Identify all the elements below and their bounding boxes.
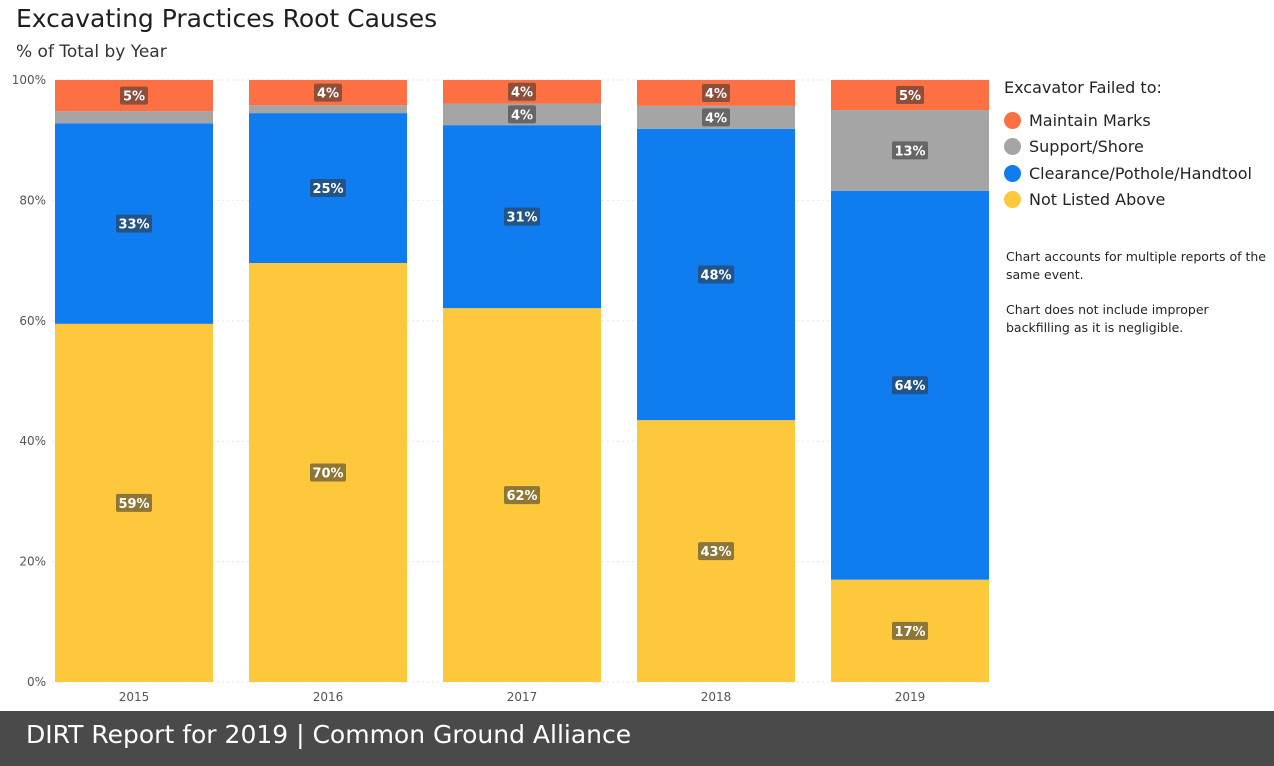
legend-swatch	[1004, 191, 1021, 209]
legend-label: Not Listed Above	[1029, 190, 1166, 210]
chart-title: Excavating Practices Root Causes	[16, 4, 438, 33]
data-label-bg	[504, 207, 540, 226]
data-label-bg	[702, 83, 730, 102]
y-tick-label: 40%	[19, 434, 46, 448]
legend-item[interactable]: Not Listed Above	[1004, 187, 1272, 214]
footer-text: DIRT Report for 2019 | Common Ground All…	[26, 720, 632, 749]
data-label-bg	[698, 542, 734, 561]
note-multiple-reports: Chart accounts for multiple reports of t…	[1006, 249, 1266, 282]
data-label-bg	[508, 105, 536, 124]
legend-item[interactable]: Support/Shore	[1004, 134, 1272, 161]
data-label: 33%	[118, 218, 149, 233]
data-label: 31%	[506, 211, 537, 226]
legend-title: Excavator Failed to:	[1004, 78, 1162, 97]
x-tick-label: 2016	[313, 690, 344, 704]
data-label-bg	[892, 141, 928, 160]
y-tick-label: 100%	[12, 73, 46, 87]
data-label-bg	[896, 86, 924, 105]
legend-label: Support/Shore	[1029, 137, 1144, 157]
data-label: 48%	[700, 268, 731, 283]
legend-swatch	[1004, 164, 1021, 182]
legend-swatch	[1004, 138, 1021, 156]
data-label: 4%	[705, 111, 727, 126]
x-tick-label: 2015	[119, 690, 150, 704]
chart-subtitle: % of Total by Year	[16, 42, 167, 62]
legend-label: Maintain Marks	[1029, 110, 1151, 130]
stacked-bar-chart: 0% 20% 40% 60% 80% 100% 2015 2016 2017 2018 2019 59…	[12, 73, 992, 704]
data-label-bg	[892, 376, 928, 395]
legend-swatch	[1004, 111, 1021, 129]
data-label: 4%	[317, 87, 339, 102]
data-label-bg	[892, 621, 928, 640]
data-label-bg	[314, 83, 342, 102]
y-tick-label: 20%	[19, 555, 46, 569]
data-label-bg	[310, 179, 346, 198]
legend-item[interactable]: Maintain Marks	[1004, 107, 1272, 134]
y-tick-label: 80%	[19, 193, 46, 207]
data-label: 62%	[506, 489, 537, 504]
bar-segment[interactable]	[249, 105, 407, 114]
data-label: 25%	[312, 182, 343, 197]
data-label-bg	[116, 214, 152, 233]
data-label-bg	[120, 86, 148, 105]
legend-items: Maintain Marks Support/Shore Clearance/Pot…	[1004, 107, 1272, 213]
bar-segment[interactable]	[55, 111, 213, 124]
data-label: 5%	[899, 89, 921, 104]
data-label: 4%	[511, 86, 533, 101]
x-tick-label: 2019	[895, 690, 926, 704]
y-tick-label: 0%	[27, 675, 46, 689]
x-tick-label: 2018	[701, 690, 732, 704]
y-tick-label: 60%	[19, 314, 46, 328]
footer-bar: DIRT Report for 2019 | Common Ground All…	[0, 711, 1274, 766]
data-label-bg	[504, 486, 540, 505]
data-label: 13%	[894, 144, 925, 159]
legend-label: Clearance/Pothole/Handtool	[1029, 163, 1252, 183]
data-label-bg	[698, 265, 734, 284]
data-label: 17%	[894, 625, 925, 640]
data-label: 64%	[894, 379, 925, 394]
data-label-bg	[310, 463, 346, 482]
data-label-bg	[702, 108, 730, 127]
legend: Excavator Failed to: Maintain Marks Suppo…	[1004, 78, 1272, 213]
x-tick-label: 2017	[507, 690, 538, 704]
data-label: 43%	[700, 545, 731, 560]
data-label-bg	[508, 82, 536, 101]
data-label: 4%	[511, 108, 533, 123]
data-label: 4%	[705, 87, 727, 102]
data-label: 5%	[123, 90, 145, 105]
legend-item[interactable]: Clearance/Pothole/Handtool	[1004, 160, 1272, 187]
data-label-bg	[116, 493, 152, 512]
note-backfilling: Chart does not include improper backfill…	[1006, 302, 1209, 335]
data-label: 70%	[312, 467, 343, 482]
data-label: 59%	[118, 497, 149, 512]
